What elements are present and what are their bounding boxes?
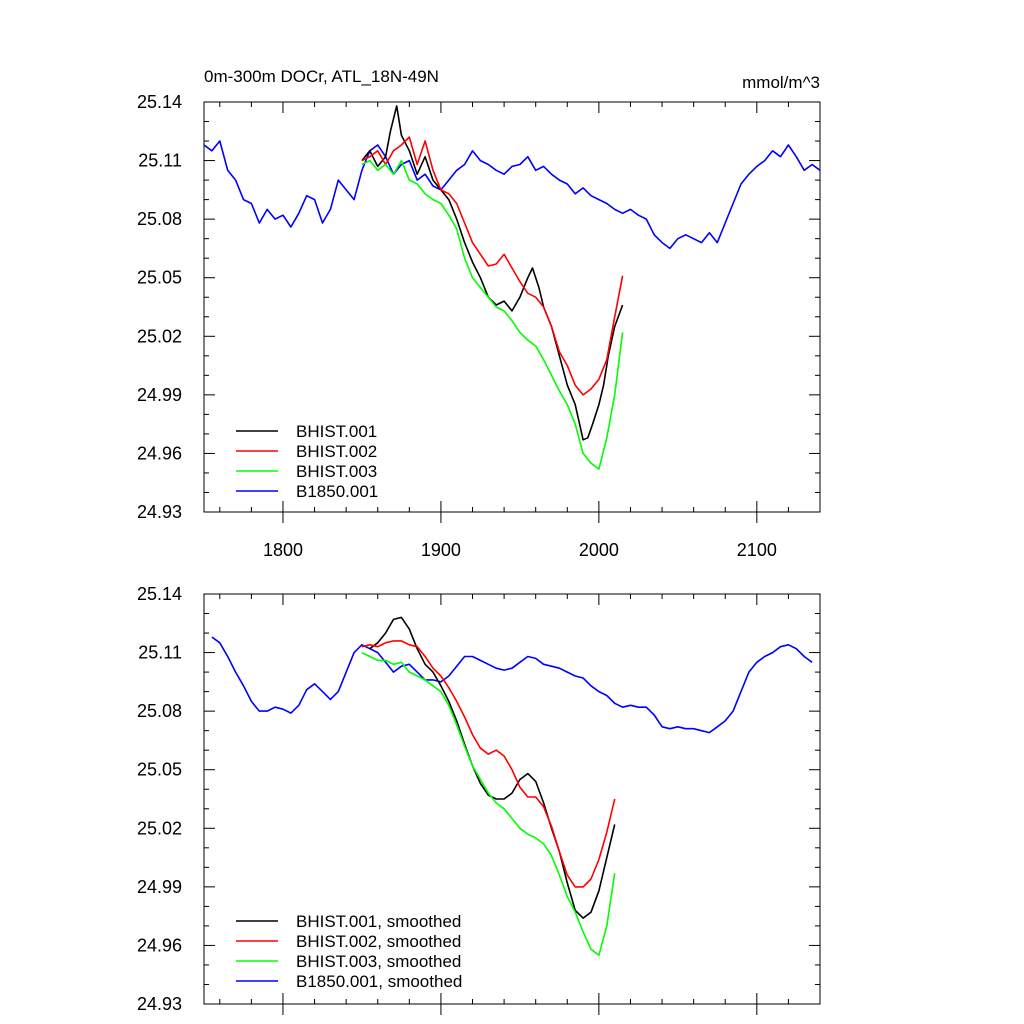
legend-label: B1850.001 bbox=[296, 482, 378, 501]
legend-label: BHIST.003, smoothed bbox=[296, 952, 461, 971]
legend-label: B1850.001, smoothed bbox=[296, 972, 462, 991]
bottom-panel: 24.93 24.96 24.99 25.02 25.05 25.08 25.11 25.14… bbox=[137, 584, 821, 1015]
y-tick-label: 24.96 bbox=[137, 935, 182, 955]
y-tick-label: 24.99 bbox=[137, 877, 182, 897]
series-line-bhist-002-smoothed bbox=[361, 640, 616, 888]
panel-title: 0m-300m DOCr, ATL_18N-49N bbox=[204, 67, 439, 86]
y-tick-label: 24.93 bbox=[137, 994, 182, 1014]
x-tick-label: 2000 bbox=[579, 540, 619, 560]
legend-label: BHIST.001, smoothed bbox=[296, 912, 461, 931]
x-tick-label: 1900 bbox=[421, 540, 461, 560]
series-line-b1850-001 bbox=[203, 140, 821, 250]
units-label: mmol/m^3 bbox=[742, 73, 820, 92]
y-tick-label: 24.99 bbox=[137, 385, 182, 405]
legend-label: BHIST.002, smoothed bbox=[296, 932, 461, 951]
y-tick-label: 25.08 bbox=[137, 701, 182, 721]
plot-frame bbox=[203, 593, 821, 1005]
series-line-b1850-001-smoothed bbox=[211, 636, 813, 734]
series-line-bhist-001 bbox=[361, 105, 624, 441]
series-line-bhist-003 bbox=[361, 159, 624, 470]
y-tick-label: 25.02 bbox=[137, 818, 182, 838]
top-panel: 0m-300m DOCr, ATL_18N-49N mmol/m^3 24.93… bbox=[137, 67, 821, 560]
y-tick-label: 25.14 bbox=[137, 92, 182, 112]
legend-label: BHIST.002 bbox=[296, 442, 377, 461]
legend-label: BHIST.003 bbox=[296, 462, 377, 481]
y-tick-label: 24.93 bbox=[137, 502, 182, 522]
x-tick-label: 1800 bbox=[263, 540, 303, 560]
x-tick-label: 2100 bbox=[737, 540, 777, 560]
y-tick-label: 24.96 bbox=[137, 443, 182, 463]
y-tick-label: 25.11 bbox=[138, 643, 182, 663]
legend-label: BHIST.001 bbox=[296, 422, 377, 441]
y-tick-label: 25.11 bbox=[138, 151, 182, 171]
series-line-bhist-003-smoothed bbox=[361, 651, 616, 956]
y-tick-label: 25.02 bbox=[137, 326, 182, 346]
plot-frame bbox=[203, 101, 821, 513]
series-line-bhist-002 bbox=[361, 136, 624, 396]
y-tick-label: 25.05 bbox=[137, 760, 182, 780]
y-tick-label: 25.05 bbox=[137, 268, 182, 288]
y-tick-label: 25.08 bbox=[137, 209, 182, 229]
y-tick-label: 25.14 bbox=[137, 584, 182, 604]
series-line-bhist-001-smoothed bbox=[369, 616, 616, 919]
